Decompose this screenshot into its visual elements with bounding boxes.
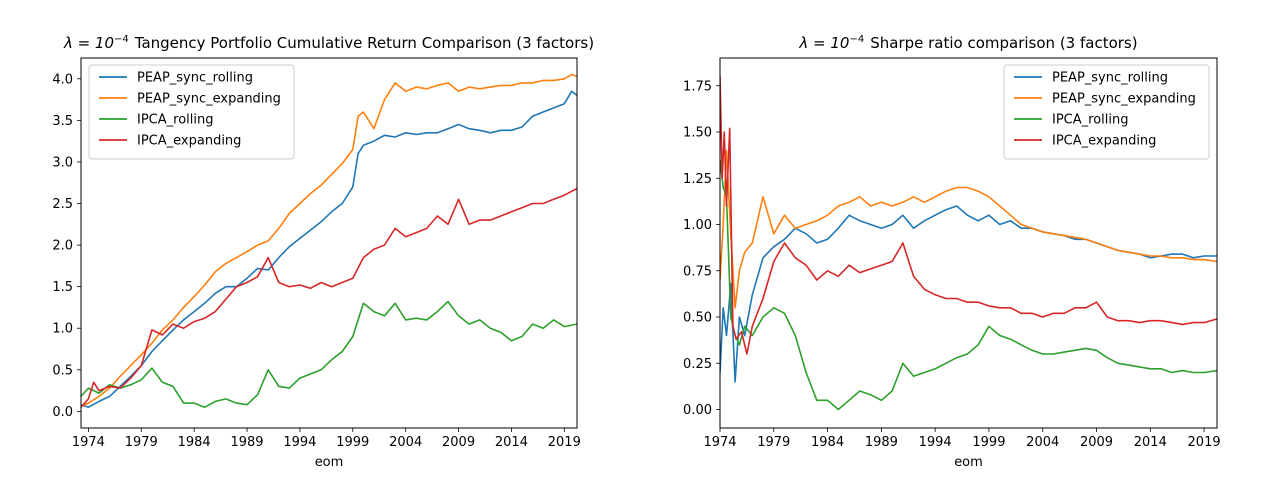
x-tick-label: 1974 (703, 435, 736, 450)
y-tick-label: 1.0 (52, 322, 73, 337)
chart-title-prefix: λ = 10 (63, 34, 114, 52)
series-line-PEAP_sync_rolling (81, 90, 577, 408)
legend-entry: IPCA_rolling (1052, 113, 1128, 128)
legend-entry: IPCA_expanding (1052, 134, 1156, 149)
chart-title-exponent: −4 (849, 34, 864, 45)
series-line-IPCA_expanding (720, 75, 1217, 355)
x-tick-label: 1994 (919, 435, 952, 450)
sharpe-ratio-chart: λ = 10−4 Sharpe ratio comparison (3 facto… (683, 34, 1221, 470)
series-line-PEAP_sync_rolling (720, 205, 1217, 383)
legend: PEAP_sync_rolling PEAP_sync_expanding IPCA… (1003, 64, 1210, 160)
x-tick-label: 1999 (336, 435, 369, 450)
legend-entry: IPCA_expanding (137, 134, 241, 149)
x-tick-label: 1999 (972, 435, 1005, 450)
x-tick-label: 1974 (72, 435, 105, 450)
legend-entry: PEAP_sync_rolling (1052, 71, 1168, 86)
y-tick-label: 0.50 (683, 311, 712, 326)
y-tick-label: 1.5 (52, 280, 73, 295)
legend: PEAP_sync_rolling PEAP_sync_expanding IPCA… (88, 64, 295, 160)
x-tick-label: 1994 (283, 435, 316, 450)
y-tick-label: 0.00 (683, 403, 712, 418)
x-tick-label: 2009 (442, 435, 475, 450)
plot-frame (80, 57, 578, 429)
series-line-IPCA_rolling (81, 300, 577, 408)
cumulative-return-chart: λ = 10−4 Tangency Portfolio Cumulative Re… (52, 34, 594, 470)
y-tick-label: 2.5 (52, 197, 73, 212)
legend-entry: PEAP_sync_rolling (137, 71, 253, 86)
x-tick-label: 2004 (1026, 435, 1059, 450)
chart-title-text: Sharpe ratio comparison (3 factors) (870, 34, 1137, 52)
series-line-IPCA_rolling (720, 158, 1217, 411)
series-line-PEAP_sync_expanding (720, 149, 1217, 309)
series-line-IPCA_expanding (81, 187, 577, 408)
y-tick-label: 0.75 (683, 264, 712, 279)
x-tick-label: 1984 (178, 435, 211, 450)
y-tick-label: 0.0 (52, 405, 73, 420)
legend-box (1003, 64, 1210, 160)
legend-box (88, 64, 295, 160)
chart-title-exponent: −4 (114, 34, 129, 45)
legend-entry: PEAP_sync_expanding (137, 92, 281, 107)
y-tick-label: 1.50 (683, 126, 712, 141)
y-tick-label: 2.0 (52, 239, 73, 254)
x-tick-label: 2019 (548, 435, 581, 450)
x-tick-label: 1979 (757, 435, 790, 450)
x-axis-label: eom (954, 455, 983, 470)
y-tick-label: 0.5 (52, 363, 73, 378)
x-tick-label: 2014 (495, 435, 528, 450)
legend-entry: PEAP_sync_expanding (1052, 92, 1196, 107)
y-tick-label: 0.25 (683, 357, 712, 372)
x-tick-label: 1989 (865, 435, 898, 450)
x-tick-label: 2009 (1080, 435, 1113, 450)
plot-frame (719, 57, 1218, 429)
x-tick-label: 1989 (230, 435, 263, 450)
chart-title-prefix: λ = 10 (798, 34, 849, 52)
series-line-PEAP_sync_expanding (81, 73, 577, 408)
x-axis-label: eom (315, 455, 344, 470)
x-tick-label: 1984 (811, 435, 844, 450)
x-tick-label: 2019 (1188, 435, 1221, 450)
x-tick-label: 2014 (1134, 435, 1167, 450)
chart-title: λ = 10−4 Sharpe ratio comparison (3 facto… (798, 34, 1137, 52)
y-tick-label: 1.25 (683, 172, 712, 187)
x-tick-label: 2004 (389, 435, 422, 450)
y-tick-label: 1.00 (683, 218, 712, 233)
chart-title: λ = 10−4 Tangency Portfolio Cumulative Re… (63, 34, 594, 52)
y-tick-label: 3.5 (52, 114, 73, 129)
chart-title-text: Tangency Portfolio Cumulative Return Com… (134, 34, 594, 52)
y-tick-label: 4.0 (52, 72, 73, 87)
x-tick-label: 1979 (125, 435, 158, 450)
y-tick-label: 3.0 (52, 155, 73, 170)
y-tick-label: 1.75 (683, 79, 712, 94)
legend-entry: IPCA_rolling (137, 113, 213, 128)
